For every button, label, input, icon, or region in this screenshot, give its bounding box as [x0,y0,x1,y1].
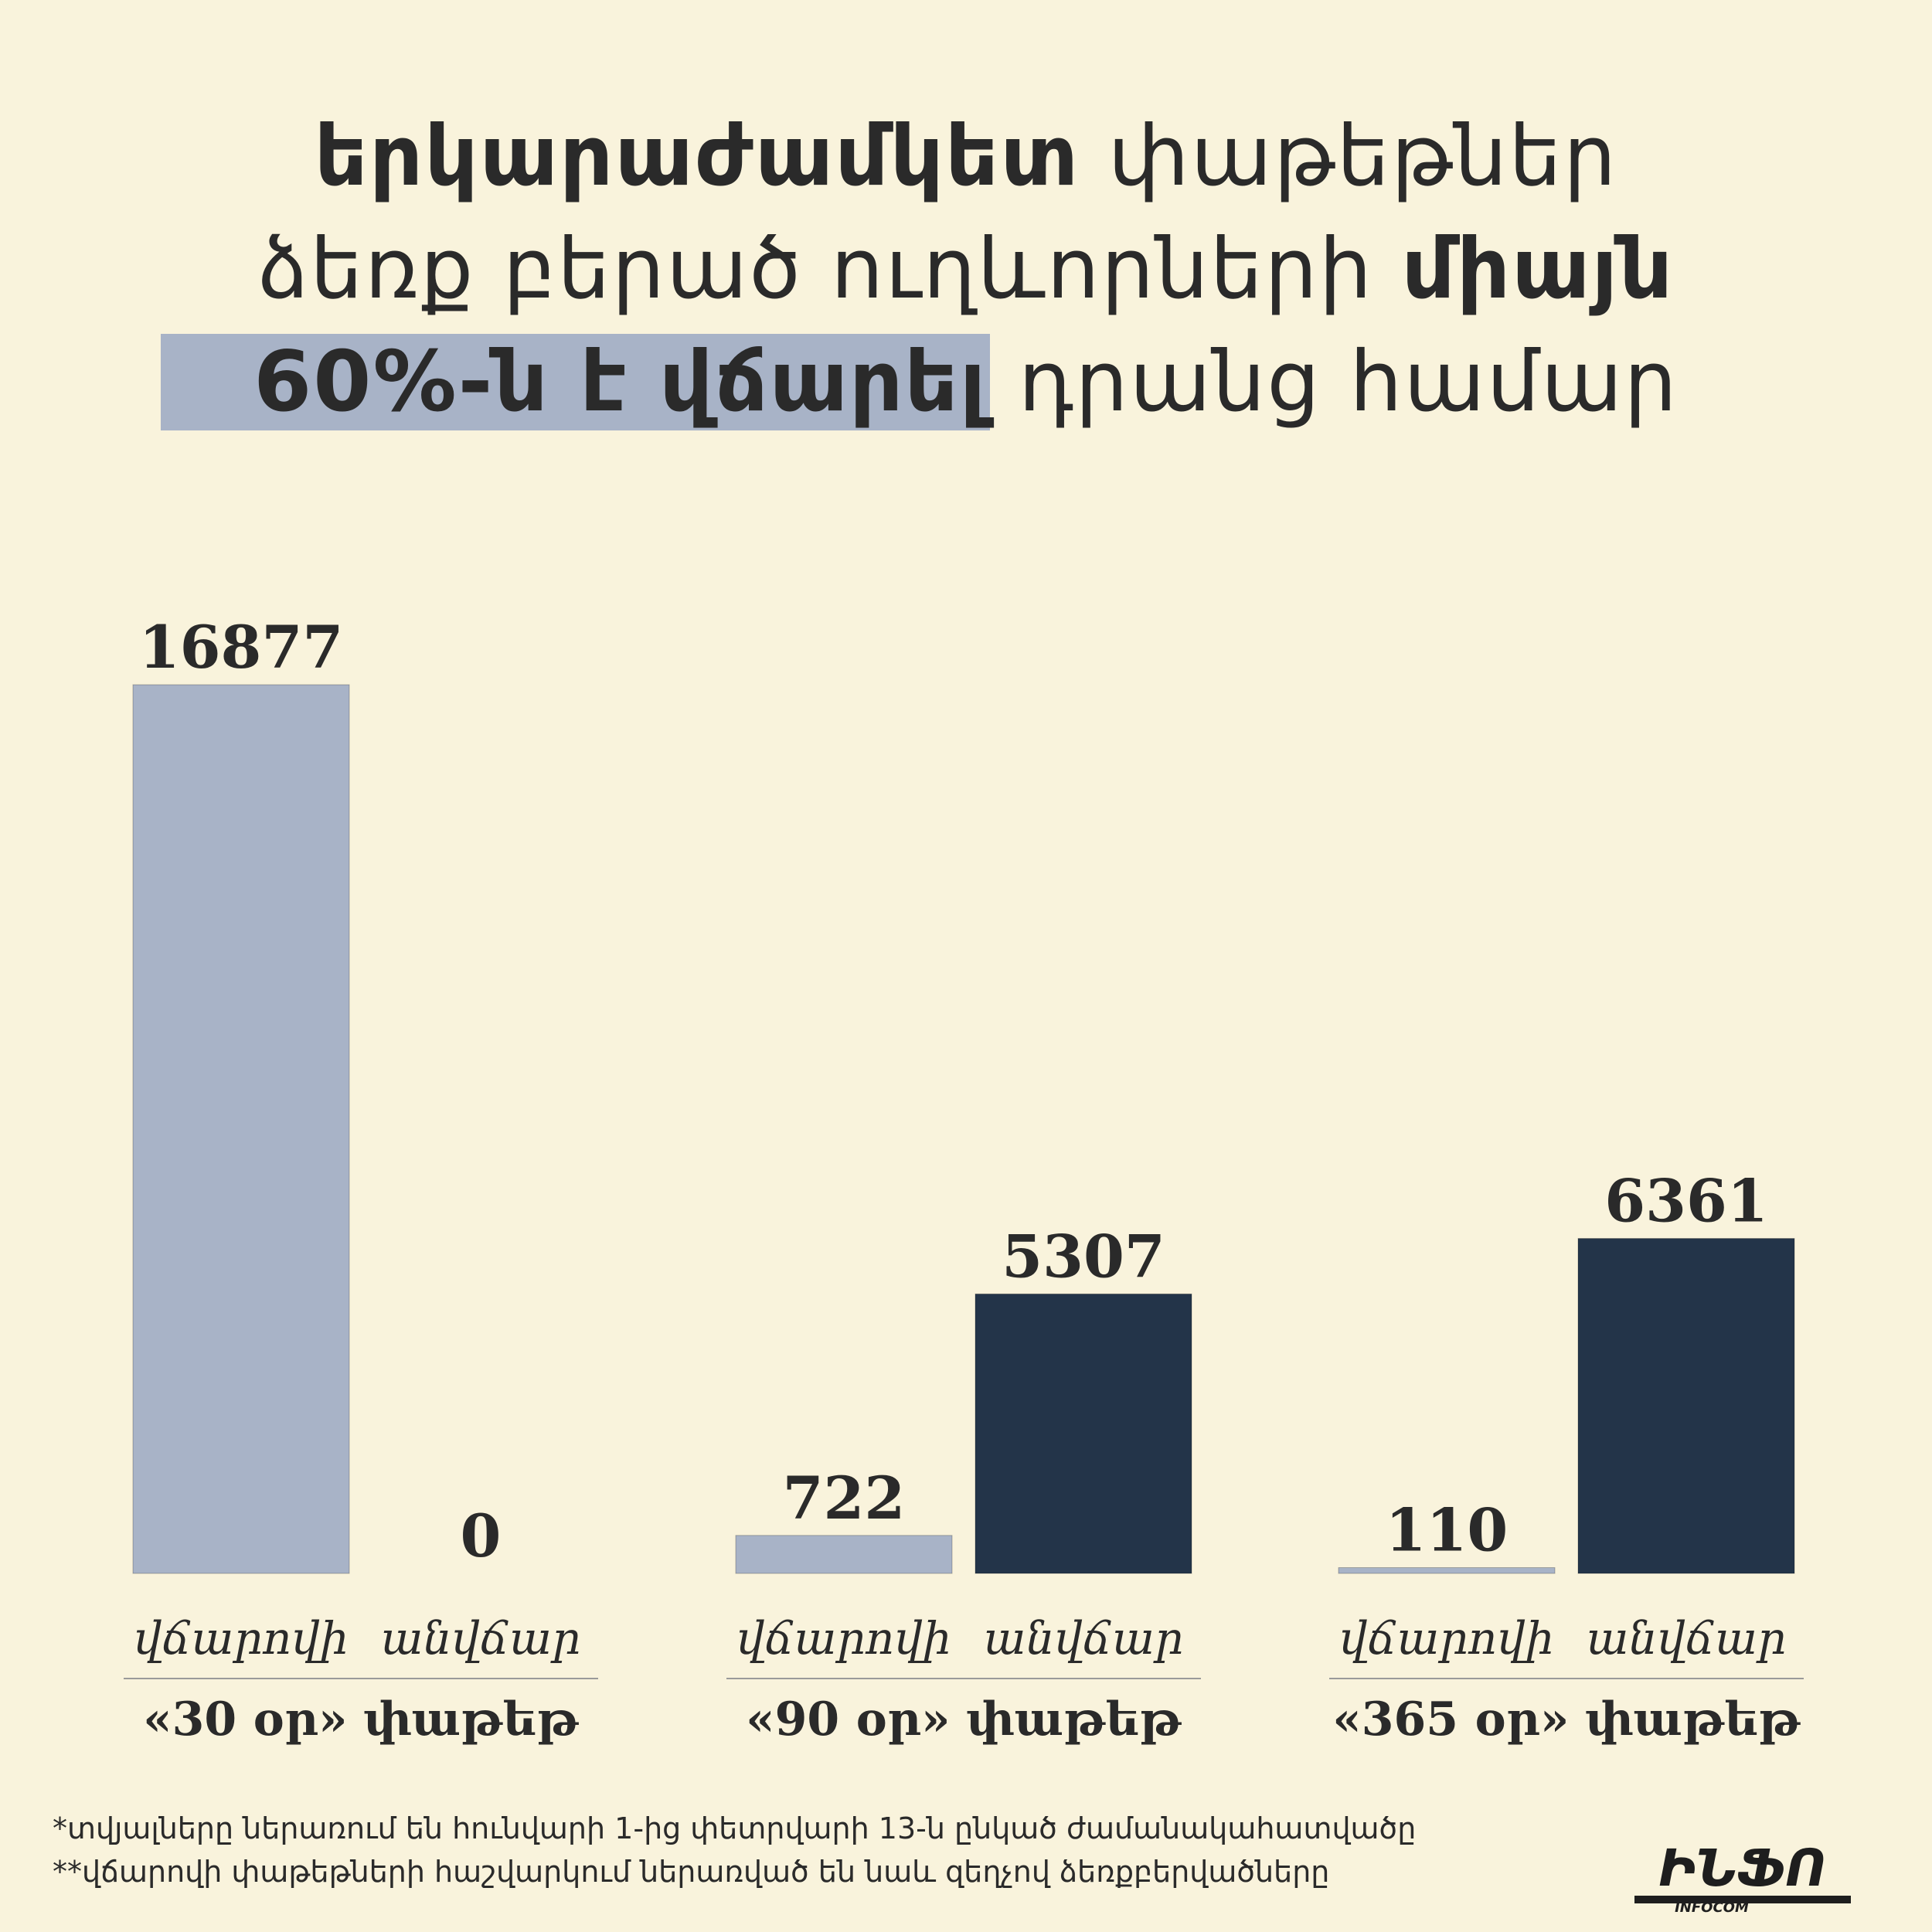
category-label-0-1: անվճար [381,1612,581,1665]
value-label-2-0: 110 [1386,1496,1509,1565]
title-part-3: ձեռք բերած ուղևորների [257,221,1374,318]
chart-title: երկարաժամկետ փաթեթներ ձեռք բերած ուղևորն… [0,100,1932,439]
category-label-0-0: վճարովի [134,1612,349,1665]
title-part-1: երկարաժամկետ [314,108,1080,205]
bar-0-0 [132,684,350,1574]
value-label-0-1: 0 [461,1502,502,1570]
category-label-2-1: անվճար [1587,1612,1787,1665]
bar-1-0 [735,1535,953,1574]
value-label-0-0: 16877 [139,613,343,682]
infocom-logo: ԻՆՖՈ INFOCOM [1634,1838,1851,1915]
bar-1-1 [975,1293,1192,1574]
value-label-1-1: 5307 [1002,1222,1165,1291]
bar-2-1 [1577,1238,1795,1574]
group-label-2: «365 օր» փաթեթ [1332,1692,1801,1747]
title-part-6: դրանց համար [1018,334,1679,430]
group-label-1: «90 օր» փաթեթ [746,1692,1182,1747]
footnote-1: *տվյալները ներառում են հունվարի 1-ից փետ… [53,1811,1417,1845]
logo-main-text: ԻՆՖՈ [1658,1838,1827,1898]
bar-chart: 16877 վճարովի 0 անվճար «30 օր» փաթեթ 722 վճարո… [124,613,1804,1747]
title-highlight: 60%-ն է վճարել [161,334,991,430]
category-label-1-0: վճարովի [736,1612,951,1665]
category-label-2-0: վճարովի [1339,1612,1554,1665]
title-part-2: փաթեթներ [1107,108,1618,205]
group-label-0: «30 օր» փաթեթ [143,1692,579,1747]
value-label-1-0: 722 [783,1464,906,1532]
title-part-4: միայն [1401,221,1675,318]
footnote-2: **վճարովի փաթեթների հաշվարկում ներառված … [53,1855,1330,1889]
bar-2-0 [1338,1567,1556,1574]
value-label-2-1: 6361 [1604,1167,1768,1236]
category-label-1-1: անվճար [984,1612,1184,1665]
logo-sub-text: INFOCOM [1675,1900,1749,1915]
